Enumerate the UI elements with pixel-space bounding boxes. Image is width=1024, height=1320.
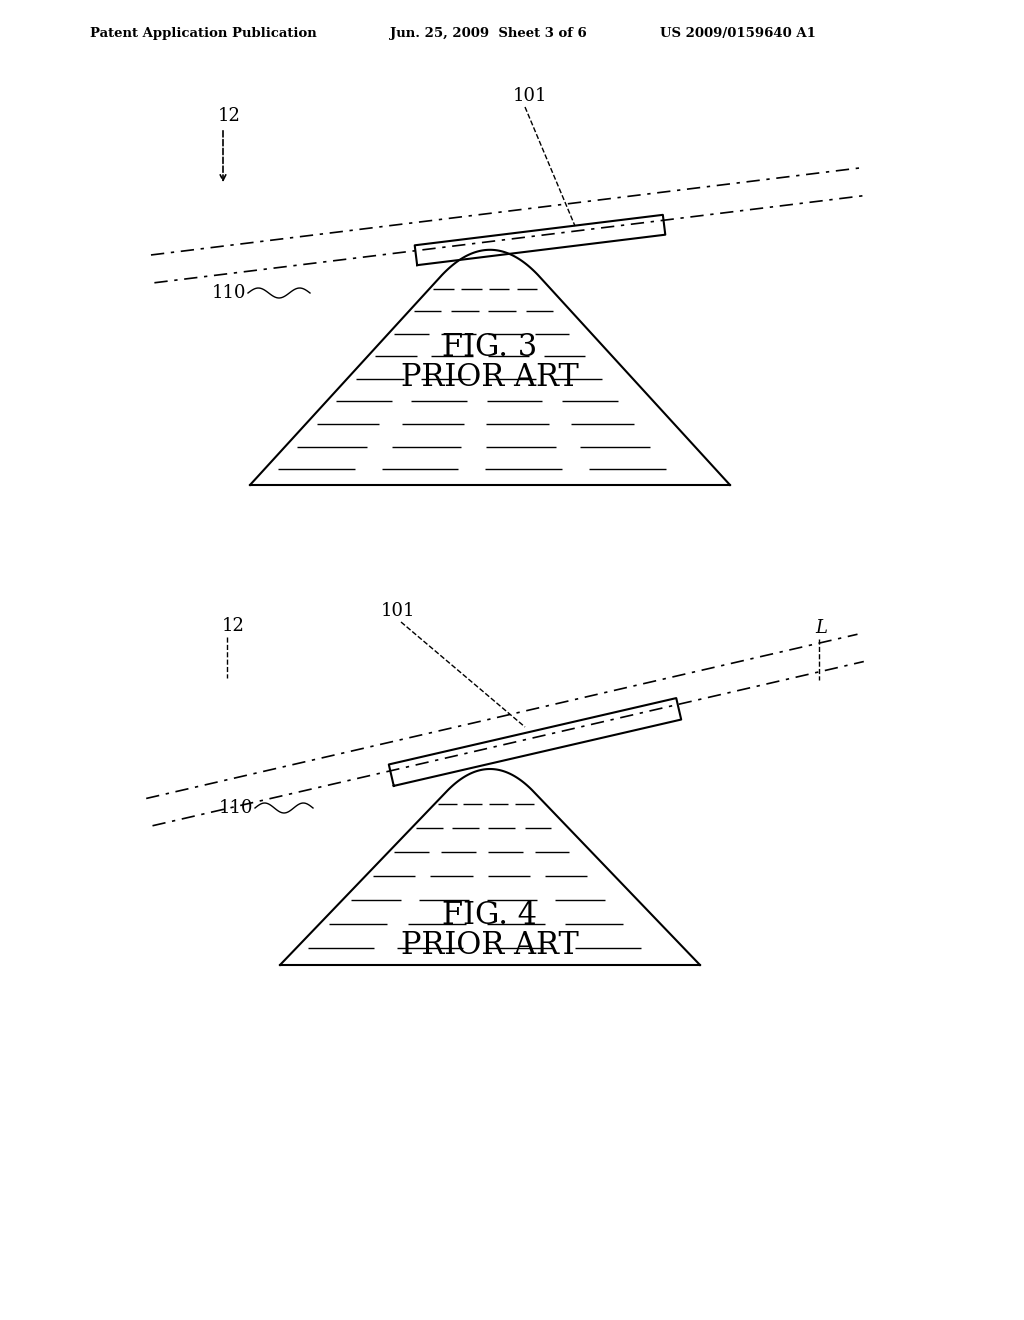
Text: PRIOR ART: PRIOR ART <box>401 362 579 393</box>
Text: L: L <box>815 619 827 638</box>
Text: Jun. 25, 2009  Sheet 3 of 6: Jun. 25, 2009 Sheet 3 of 6 <box>390 26 587 40</box>
Text: FIG. 4: FIG. 4 <box>442 900 538 931</box>
Text: 101: 101 <box>381 602 416 620</box>
Text: 110: 110 <box>212 284 246 302</box>
Text: PRIOR ART: PRIOR ART <box>401 931 579 961</box>
Text: 12: 12 <box>218 107 241 125</box>
Text: Patent Application Publication: Patent Application Publication <box>90 26 316 40</box>
Text: US 2009/0159640 A1: US 2009/0159640 A1 <box>660 26 816 40</box>
Text: 110: 110 <box>218 799 253 817</box>
Text: 12: 12 <box>222 616 245 635</box>
Text: 101: 101 <box>513 87 547 106</box>
Text: FIG. 3: FIG. 3 <box>442 333 538 363</box>
